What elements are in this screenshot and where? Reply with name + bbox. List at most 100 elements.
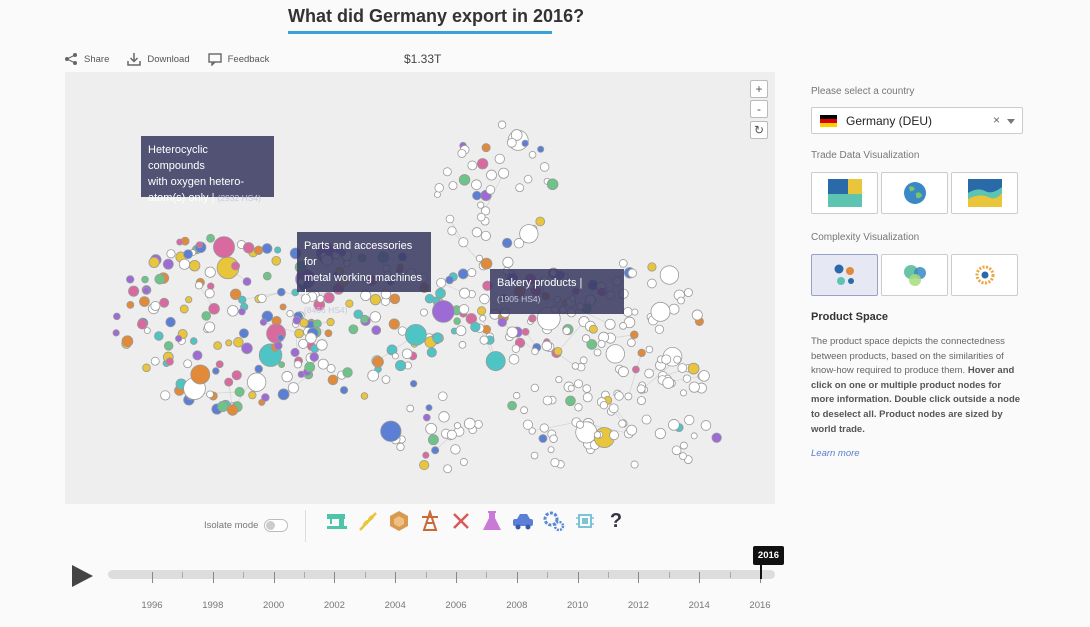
product-node[interactable]	[467, 268, 477, 278]
product-node[interactable]	[608, 403, 619, 414]
product-node[interactable]	[647, 278, 657, 289]
share-button[interactable]: Share	[64, 52, 109, 66]
product-node[interactable]	[290, 347, 300, 357]
product-node[interactable]	[475, 254, 484, 262]
product-node[interactable]	[582, 384, 592, 393]
machinery-sector-button[interactable]	[543, 510, 565, 532]
stacked-area-button[interactable]	[951, 172, 1018, 214]
product-node[interactable]	[242, 277, 252, 286]
product-node[interactable]	[626, 338, 636, 347]
product-node[interactable]	[448, 181, 458, 191]
product-node[interactable]	[292, 316, 302, 325]
product-node[interactable]	[445, 275, 454, 285]
product-node[interactable]	[371, 325, 382, 335]
product-node[interactable]	[644, 368, 654, 379]
timeline-year-label[interactable]: 2004	[384, 600, 406, 611]
product-node[interactable]	[506, 326, 519, 339]
product-node[interactable]	[662, 377, 675, 389]
product-node[interactable]	[389, 293, 401, 305]
timeline-year-label[interactable]: 2014	[688, 600, 710, 611]
product-node[interactable]	[427, 434, 439, 446]
product-node[interactable]	[162, 258, 174, 270]
product-node[interactable]	[542, 395, 553, 406]
product-node[interactable]	[213, 341, 222, 350]
product-node[interactable]	[477, 201, 485, 209]
product-node[interactable]	[682, 374, 692, 383]
product-node[interactable]	[150, 301, 161, 311]
product-node[interactable]	[142, 363, 151, 373]
product-node[interactable]	[425, 404, 433, 412]
current-year-badge[interactable]: 2016	[753, 546, 784, 565]
product-node[interactable]	[711, 432, 722, 443]
product-node[interactable]	[212, 367, 220, 375]
product-node[interactable]	[512, 391, 521, 400]
feedback-button[interactable]: Feedback	[207, 52, 269, 66]
timeline-year-label[interactable]: 2008	[506, 600, 528, 611]
product-node[interactable]	[453, 317, 461, 325]
country-select[interactable]: Germany (DEU) ×	[811, 107, 1023, 134]
product-node[interactable]	[381, 375, 391, 384]
product-node[interactable]	[535, 216, 546, 227]
product-node[interactable]	[206, 390, 214, 399]
product-node[interactable]	[243, 242, 255, 254]
product-node[interactable]	[194, 281, 204, 290]
product-node[interactable]	[481, 143, 491, 153]
product-node[interactable]	[179, 304, 189, 314]
product-node[interactable]	[502, 256, 514, 268]
product-node[interactable]	[353, 309, 364, 320]
product-node[interactable]	[673, 355, 682, 364]
product-node[interactable]	[225, 339, 233, 347]
treemap-button[interactable]	[811, 172, 878, 214]
product-node[interactable]	[339, 386, 349, 395]
product-ring-button[interactable]	[951, 254, 1018, 296]
product-node[interactable]	[434, 183, 444, 193]
product-node[interactable]	[163, 341, 174, 351]
product-node[interactable]	[281, 371, 293, 383]
product-node[interactable]	[406, 404, 415, 413]
product-node[interactable]	[278, 361, 286, 369]
product-node[interactable]	[238, 307, 246, 316]
product-node[interactable]	[294, 328, 304, 339]
electronics-sector-button[interactable]	[574, 510, 596, 532]
product-node[interactable]	[201, 311, 212, 321]
product-node[interactable]	[530, 383, 539, 393]
product-node[interactable]	[348, 324, 359, 335]
product-node[interactable]	[241, 342, 253, 355]
product-node[interactable]	[450, 444, 461, 455]
product-node[interactable]	[513, 238, 525, 249]
chevron-down-icon[interactable]	[1007, 119, 1015, 124]
product-node[interactable]	[654, 427, 666, 440]
product-node[interactable]	[645, 345, 654, 354]
timeline-year-label[interactable]: 2016	[749, 600, 771, 611]
product-node[interactable]	[305, 332, 317, 344]
product-node[interactable]	[326, 317, 335, 327]
product-node[interactable]	[626, 424, 638, 436]
timeline-year-label[interactable]: 2002	[323, 600, 345, 611]
product-node[interactable]	[224, 377, 234, 387]
product-node[interactable]	[291, 288, 299, 297]
product-node[interactable]	[445, 214, 455, 224]
product-node[interactable]	[458, 304, 470, 315]
product-node[interactable]	[546, 178, 559, 191]
product-node[interactable]	[271, 255, 282, 266]
product-node[interactable]	[618, 366, 629, 378]
product-node[interactable]	[159, 297, 170, 308]
product-node[interactable]	[687, 362, 700, 375]
product-node[interactable]	[698, 370, 710, 382]
product-node[interactable]	[632, 365, 640, 374]
product-node[interactable]	[636, 396, 646, 406]
textiles-sector-button[interactable]	[326, 510, 348, 532]
product-node[interactable]	[121, 335, 134, 348]
product-space-button[interactable]	[811, 254, 878, 296]
product-node[interactable]	[431, 446, 440, 455]
product-node[interactable]	[614, 391, 624, 401]
product-node[interactable]	[677, 363, 688, 373]
product-node[interactable]	[486, 169, 497, 181]
product-node[interactable]	[208, 303, 220, 315]
product-node[interactable]	[539, 162, 550, 172]
product-node[interactable]	[668, 303, 680, 315]
product-node[interactable]	[422, 451, 430, 459]
product-node[interactable]	[395, 360, 407, 372]
product-node[interactable]	[574, 379, 583, 389]
product-node[interactable]	[313, 319, 322, 329]
